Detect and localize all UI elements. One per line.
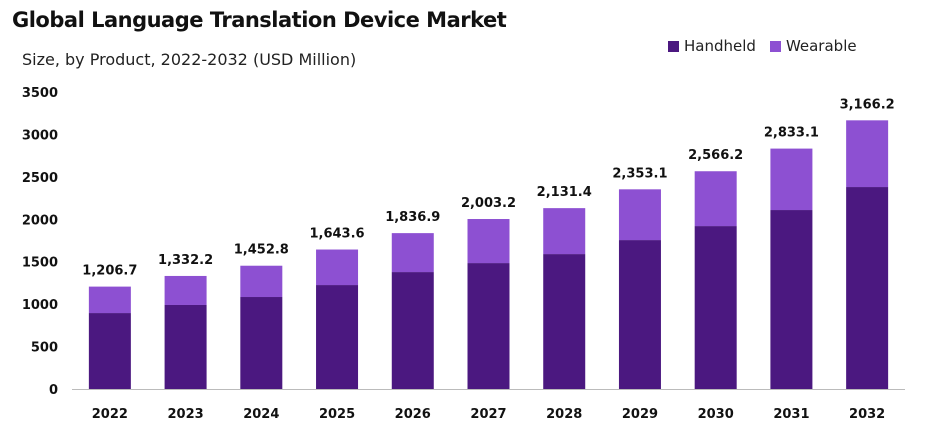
bar-handheld-2025 xyxy=(316,285,359,389)
x-tick-label: 2023 xyxy=(167,407,203,422)
legend-label-wearable: Wearable xyxy=(785,37,857,55)
x-tick-label: 2024 xyxy=(243,407,279,422)
y-tick-label: 1000 xyxy=(22,298,58,313)
y-tick-label: 3500 xyxy=(22,86,58,101)
data-label-total: 1,452.8 xyxy=(234,243,289,258)
x-tick-label: 2029 xyxy=(622,407,658,422)
y-tick-label: 500 xyxy=(31,341,58,356)
legend-swatch-handheld xyxy=(668,40,679,52)
data-label-total: 1,643.6 xyxy=(309,227,364,242)
x-tick-label: 2025 xyxy=(319,407,355,422)
bar-wearable-2025 xyxy=(316,249,359,286)
bar-wearable-2027 xyxy=(467,219,510,264)
bar-handheld-2029 xyxy=(618,240,661,389)
legend-item-handheld: Handheld xyxy=(668,37,756,55)
bar-handheld-2026 xyxy=(391,272,434,389)
x-tick-label: 2032 xyxy=(849,407,885,422)
x-tick-label: 2031 xyxy=(773,407,809,422)
data-label-total: 2,131.4 xyxy=(537,185,592,200)
bar-handheld-2032 xyxy=(846,187,889,389)
y-tick-label: 2000 xyxy=(22,213,58,228)
x-tick-label: 2027 xyxy=(470,407,506,422)
y-tick-label: 2500 xyxy=(22,171,58,186)
data-label-total: 1,332.2 xyxy=(158,253,213,268)
bar-wearable-2031 xyxy=(770,148,813,211)
legend-swatch-wearable xyxy=(769,40,781,52)
bar-wearable-2028 xyxy=(543,208,586,255)
x-tick-label: 2030 xyxy=(698,407,734,422)
bar-wearable-2026 xyxy=(391,233,434,273)
y-tick-label: 0 xyxy=(49,383,58,398)
bar-handheld-2023 xyxy=(164,304,207,389)
bar-wearable-2023 xyxy=(164,275,207,305)
data-label-total: 3,166.2 xyxy=(840,97,895,112)
bar-wearable-2032 xyxy=(846,120,889,188)
data-label-total: 2,353.1 xyxy=(612,166,667,181)
bar-wearable-2029 xyxy=(618,189,661,241)
data-label-total: 1,206.7 xyxy=(82,264,137,279)
chart-title: Global Language Translation Device Marke… xyxy=(12,8,507,32)
legend-item-wearable: Wearable xyxy=(769,37,857,55)
bar-handheld-2028 xyxy=(543,254,586,389)
y-tick-label: 1500 xyxy=(22,256,58,271)
y-tick-label: 3000 xyxy=(22,128,58,143)
bar-handheld-2027 xyxy=(467,263,510,389)
bar-wearable-2024 xyxy=(240,265,283,298)
bar-wearable-2030 xyxy=(694,171,737,227)
bar-handheld-2022 xyxy=(88,313,131,389)
x-tick-label: 2028 xyxy=(546,407,582,422)
x-tick-label: 2022 xyxy=(92,407,128,422)
bar-handheld-2031 xyxy=(770,210,813,389)
data-label-total: 2,833.1 xyxy=(764,126,819,141)
data-label-total: 1,836.9 xyxy=(385,210,440,225)
x-tick-label: 2026 xyxy=(395,407,431,422)
bar-wearable-2022 xyxy=(88,286,131,314)
chart-subtitle: Size, by Product, 2022-2032 (USD Million… xyxy=(22,50,357,69)
legend: Handheld Wearable xyxy=(668,37,857,55)
legend-label-handheld: Handheld xyxy=(684,37,756,55)
bar-handheld-2030 xyxy=(694,226,737,389)
data-label-total: 2,566.2 xyxy=(688,148,743,163)
bar-handheld-2024 xyxy=(240,297,283,389)
data-label-total: 2,003.2 xyxy=(461,196,516,211)
